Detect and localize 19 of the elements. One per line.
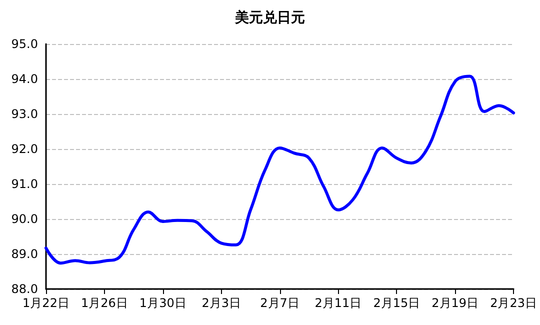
x-tick-label: 1月22日 (22, 296, 70, 310)
y-tick-label: 88.0 (11, 282, 38, 296)
chart-title: 美元兑日元 (234, 9, 305, 26)
x-tick-label: 2月3日 (202, 296, 241, 310)
y-tick-label: 90.0 (11, 212, 38, 226)
y-tick-label: 92.0 (11, 142, 38, 156)
y-tick-label: 91.0 (11, 177, 38, 191)
y-tick-label: 94.0 (11, 72, 38, 86)
x-tick-label: 2月19日 (432, 296, 479, 310)
x-tick-label: 2月23日 (490, 296, 537, 310)
y-tick-label: 95.0 (11, 37, 38, 51)
x-tick-label: 2月7日 (260, 296, 300, 310)
x-tick-label: 2月11日 (314, 296, 362, 310)
x-tick-label: 1月30日 (139, 296, 186, 310)
line-series (44, 74, 516, 265)
x-tick-label: 1月26日 (80, 296, 128, 310)
y-tick-label: 93.0 (11, 107, 38, 121)
y-tick-label: 89.0 (11, 247, 38, 261)
x-tick-label: 2月15日 (373, 296, 420, 310)
